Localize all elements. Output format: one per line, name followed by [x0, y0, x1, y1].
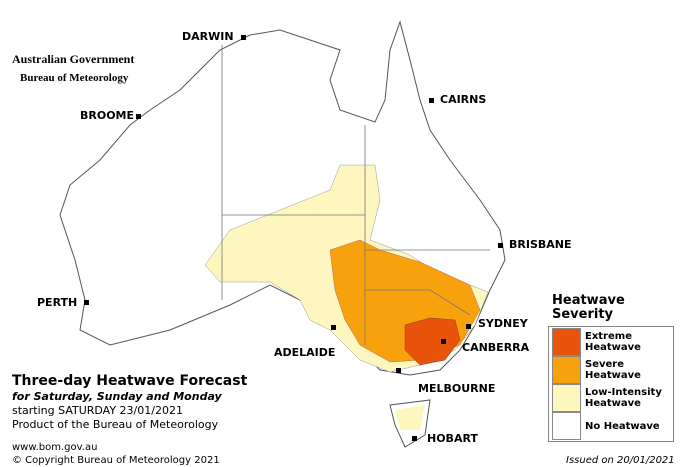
city: BRISBANE — [509, 238, 572, 251]
state-borders — [221, 45, 490, 345]
start: starting SATURDAY 23/01/2021 — [12, 404, 183, 417]
legend-swatch — [552, 384, 581, 412]
legend-box — [548, 326, 674, 442]
bureau: Bureau of Meteorology — [20, 72, 129, 84]
subtitle: for Saturday, Sunday and Monday — [12, 390, 222, 403]
city: CAIRNS — [440, 93, 487, 106]
legend-label: No Heatwave — [585, 421, 660, 432]
url: www.bom.gov.au — [12, 442, 98, 453]
city: HOBART — [427, 432, 478, 445]
legend-label: Severe Heatwave — [585, 359, 641, 381]
city: PERTH — [37, 296, 78, 309]
city: SYDNEY — [478, 317, 528, 330]
legend: Heatwave Severity Extreme Heatwave Sever… — [548, 294, 674, 442]
legend-title: Heatwave Severity — [552, 293, 625, 322]
legend-swatch — [552, 356, 581, 384]
low-intensity-tas — [395, 405, 425, 430]
city: BROOME — [80, 109, 135, 122]
legend-swatch — [552, 412, 581, 440]
product: Product of the Bureau of Meteorology — [12, 418, 219, 431]
legend-label: Extreme Heatwave — [585, 331, 641, 353]
legend-swatch — [552, 328, 581, 356]
title: Three-day Heatwave Forecast — [12, 373, 248, 389]
legend-label: Low-Intensity Heatwave — [585, 387, 662, 409]
city: DARWIN — [182, 30, 234, 43]
agency: Australian Government — [12, 52, 135, 66]
copyright: © Copyright Bureau of Meteorology 2021 — [12, 455, 220, 466]
city: ADELAIDE — [274, 346, 336, 359]
city: MELBOURNE — [418, 382, 496, 395]
city: CANBERRA — [462, 341, 530, 354]
issued: Issued on 20/01/2021 — [566, 455, 675, 466]
extreme-region — [404, 317, 461, 366]
